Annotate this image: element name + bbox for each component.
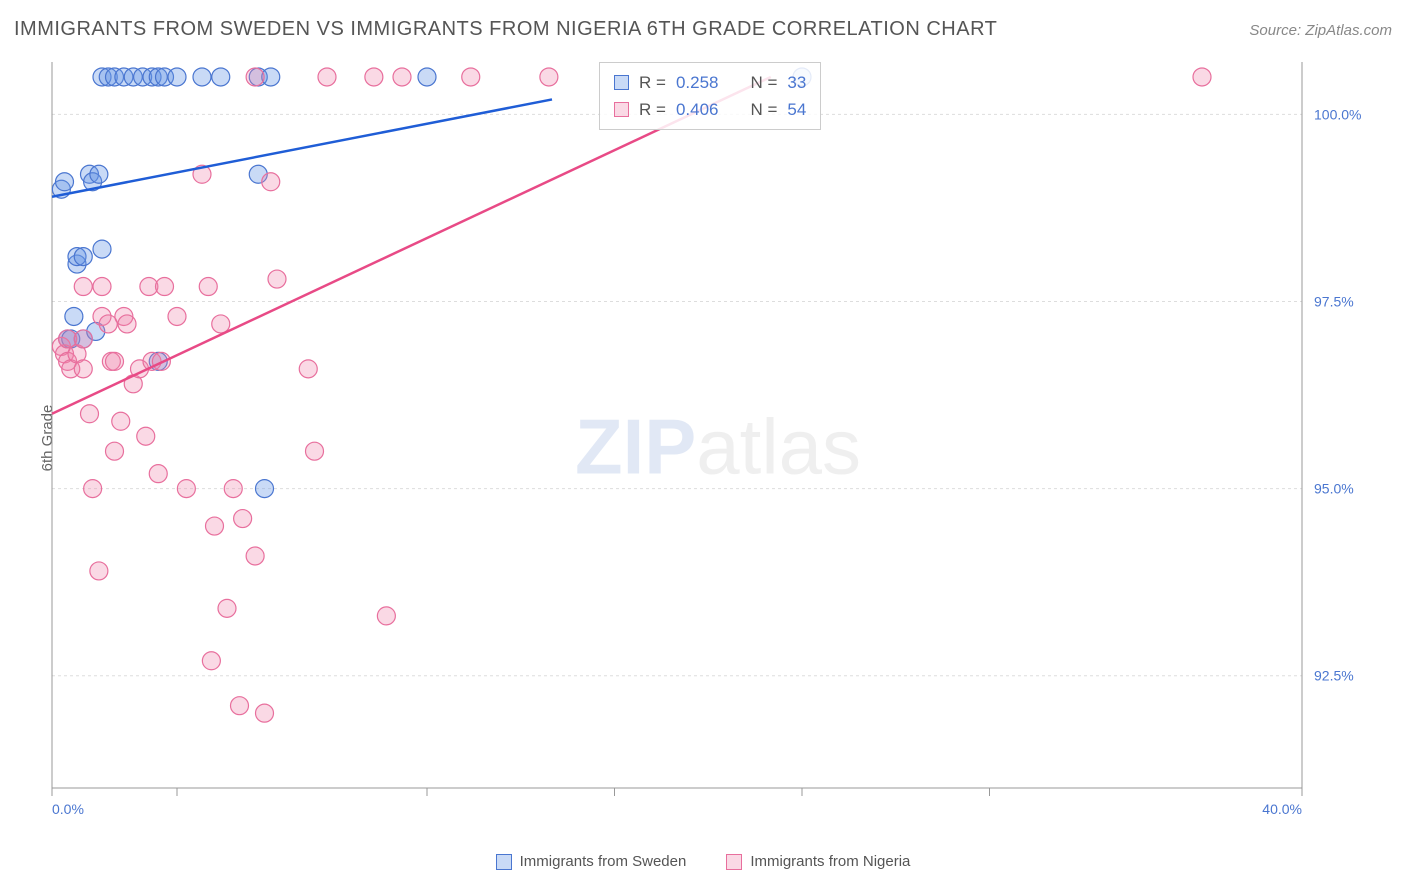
data-point (193, 68, 211, 86)
svg-text:0.0%: 0.0% (52, 801, 84, 817)
data-point (462, 68, 480, 86)
data-point (56, 173, 74, 191)
data-point (224, 480, 242, 498)
legend-item-nigeria: Immigrants from Nigeria (726, 853, 910, 870)
data-point (365, 68, 383, 86)
data-point (168, 307, 186, 325)
correlation-legend-row: R =0.258N =33 (614, 69, 806, 96)
svg-text:95.0%: 95.0% (1314, 481, 1354, 497)
data-point (199, 278, 217, 296)
data-point (393, 68, 411, 86)
data-point (540, 68, 558, 86)
data-point (156, 278, 174, 296)
chart-title: IMMIGRANTS FROM SWEDEN VS IMMIGRANTS FRO… (14, 18, 997, 41)
data-point (262, 173, 280, 191)
data-point (246, 68, 264, 86)
series-legend: Immigrants from Sweden Immigrants from N… (0, 853, 1406, 870)
data-point (177, 480, 195, 498)
plot-area: 6th Grade ZIPatlas 92.5%95.0%97.5%100.0%… (44, 58, 1392, 818)
data-point (168, 68, 186, 86)
data-point (256, 480, 274, 498)
chart-header: IMMIGRANTS FROM SWEDEN VS IMMIGRANTS FRO… (14, 18, 1392, 41)
data-point (74, 278, 92, 296)
data-point (212, 315, 230, 333)
data-point (318, 68, 336, 86)
data-point (93, 278, 111, 296)
data-point (377, 607, 395, 625)
data-point (268, 270, 286, 288)
data-point (218, 599, 236, 617)
data-point (74, 330, 92, 348)
svg-text:100.0%: 100.0% (1314, 106, 1361, 122)
svg-text:97.5%: 97.5% (1314, 294, 1354, 310)
data-point (299, 360, 317, 378)
data-point (234, 510, 252, 528)
data-point (90, 562, 108, 580)
correlation-legend: R =0.258N =33R =0.406N =54 (599, 62, 821, 130)
data-point (112, 412, 130, 430)
data-point (202, 652, 220, 670)
legend-item-sweden: Immigrants from Sweden (496, 853, 687, 870)
svg-text:40.0%: 40.0% (1262, 801, 1302, 817)
data-point (81, 405, 99, 423)
data-point (1193, 68, 1211, 86)
data-point (246, 547, 264, 565)
data-point (118, 315, 136, 333)
swatch-icon (614, 75, 629, 90)
data-point (137, 427, 155, 445)
data-point (90, 165, 108, 183)
scatter-plot-svg: 92.5% 95.0% 97.5% 100.0% 0.0% 40.0% (44, 58, 1392, 818)
data-point (74, 360, 92, 378)
chart-source: Source: ZipAtlas.com (1249, 22, 1392, 39)
swatch-icon (726, 854, 742, 870)
data-point (106, 442, 124, 460)
data-point (306, 442, 324, 460)
data-point (256, 704, 274, 722)
swatch-icon (614, 102, 629, 117)
data-point (65, 307, 83, 325)
data-point (106, 352, 124, 370)
correlation-legend-row: R =0.406N =54 (614, 96, 806, 123)
data-point (93, 240, 111, 258)
data-point (231, 697, 249, 715)
data-point (206, 517, 224, 535)
data-point (149, 465, 167, 483)
data-point (74, 248, 92, 266)
data-point (212, 68, 230, 86)
data-point (84, 480, 102, 498)
svg-text:92.5%: 92.5% (1314, 668, 1354, 684)
swatch-icon (496, 854, 512, 870)
data-point (418, 68, 436, 86)
